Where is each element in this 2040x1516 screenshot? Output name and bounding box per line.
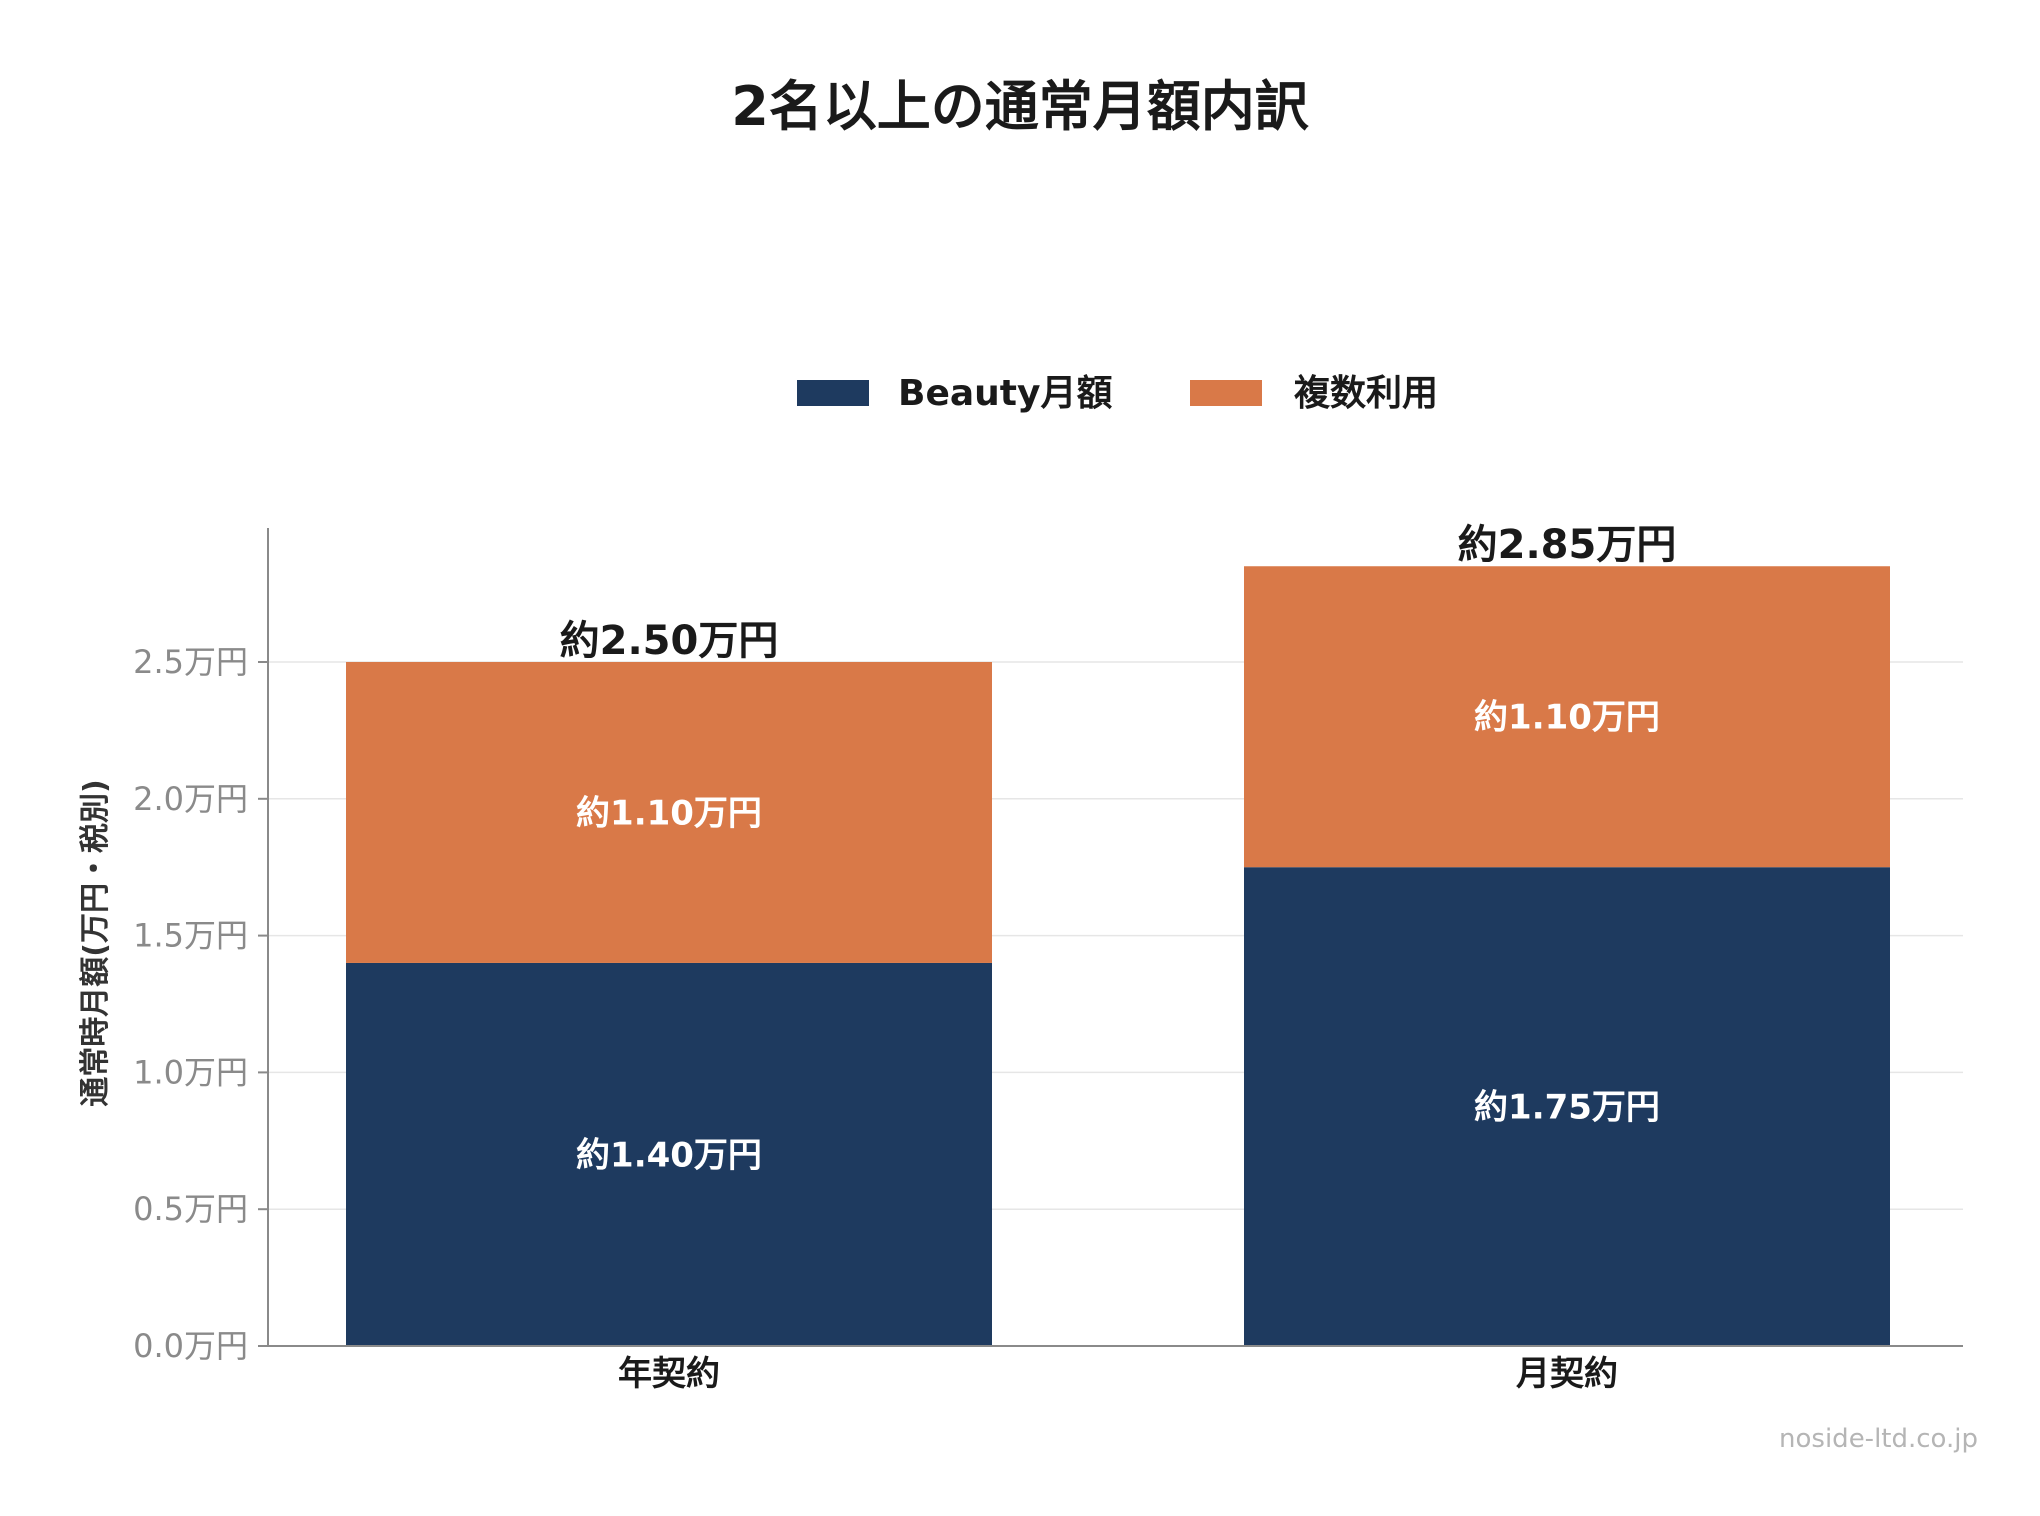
total-value-label: 約2.85万円: [1458, 522, 1677, 568]
y-tick-label: 2.5万円: [133, 643, 248, 681]
legend-label: 複数利用: [1294, 373, 1438, 414]
chart-title: 2名以上の通常月額内訳: [731, 75, 1310, 138]
y-axis-ticks: 0.0万円 0.5万円 1.0万円 1.5万円 2.0万円 2.5万円: [133, 643, 268, 1365]
y-tick-label: 2.0万円: [133, 780, 248, 818]
y-tick-label: 1.5万円: [133, 917, 248, 955]
legend: Beauty月額 複数利用: [797, 373, 1438, 414]
bar-segment-multi-1: [346, 662, 992, 963]
bar-segment-multi-2: [1244, 566, 1890, 868]
segment-value-label: 約1.40万円: [576, 1135, 762, 1175]
y-tick-label: 0.5万円: [133, 1190, 248, 1228]
axes: [267, 528, 1963, 1347]
legend-label: Beauty月額: [898, 373, 1112, 414]
bar-segment-beauty-1: [346, 962, 992, 1346]
bars: 約1.40万円約1.10万円約2.50万円約1.75万円約1.10万円約2.85…: [346, 522, 1890, 1346]
legend-swatch: [797, 380, 869, 406]
y-tick-label: 1.0万円: [133, 1053, 248, 1091]
x-category-label: 月契約: [1516, 1354, 1618, 1394]
segment-value-label: 約1.75万円: [1474, 1088, 1660, 1128]
total-value-label: 約2.50万円: [560, 618, 779, 664]
segment-value-label: 約1.10万円: [1474, 698, 1660, 738]
y-axis-label: 通常時月額(万円・税別): [78, 779, 113, 1106]
x-category-label: 年契約: [618, 1354, 720, 1394]
x-axis-categories: 年契約 月契約: [618, 1354, 1618, 1394]
segment-value-label: 約1.10万円: [576, 793, 762, 833]
watermark: noside-ltd.co.jp: [1779, 1424, 1978, 1454]
legend-swatch: [1190, 380, 1262, 406]
bar-segment-beauty-2: [1244, 867, 1890, 1346]
y-tick-label: 0.0万円: [133, 1327, 248, 1365]
